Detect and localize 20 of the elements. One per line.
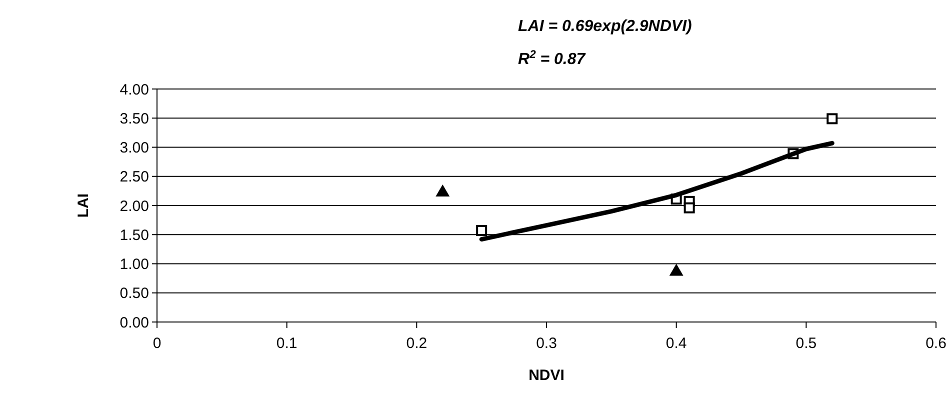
y-tick-label: 2.50 <box>120 168 149 186</box>
x-tick-label: 0.3 <box>536 335 557 352</box>
x-tick-label: 0.5 <box>796 335 817 352</box>
y-tick-label: 4.00 <box>120 81 149 98</box>
x-axis-title: NDVI <box>528 367 564 384</box>
y-tick-label: 1.00 <box>120 256 149 273</box>
text: R$^{2}$ = 0.87 <box>518 49 586 68</box>
x-tick-label: 0 <box>152 335 162 352</box>
x-tick-label: 0.2 <box>406 335 428 352</box>
y-tick-label: 1.50 <box>120 226 149 244</box>
y-tick-label: 3.50 <box>120 110 149 128</box>
y-tick-label: 0.00 <box>120 314 149 332</box>
x-tick-label: 0.4 <box>666 335 687 352</box>
y-tick-label: 3.00 <box>120 140 149 156</box>
x-tick-label: 0.1 <box>276 335 298 352</box>
x-tick-label: 0.6 <box>926 335 946 352</box>
text: LAI = 0.69exp(2.9NDVI) <box>518 18 692 35</box>
y-tick-label: 0.50 <box>120 285 149 302</box>
y-axis-title: LAI <box>75 193 92 218</box>
y-tick-label: 2.00 <box>120 198 149 215</box>
